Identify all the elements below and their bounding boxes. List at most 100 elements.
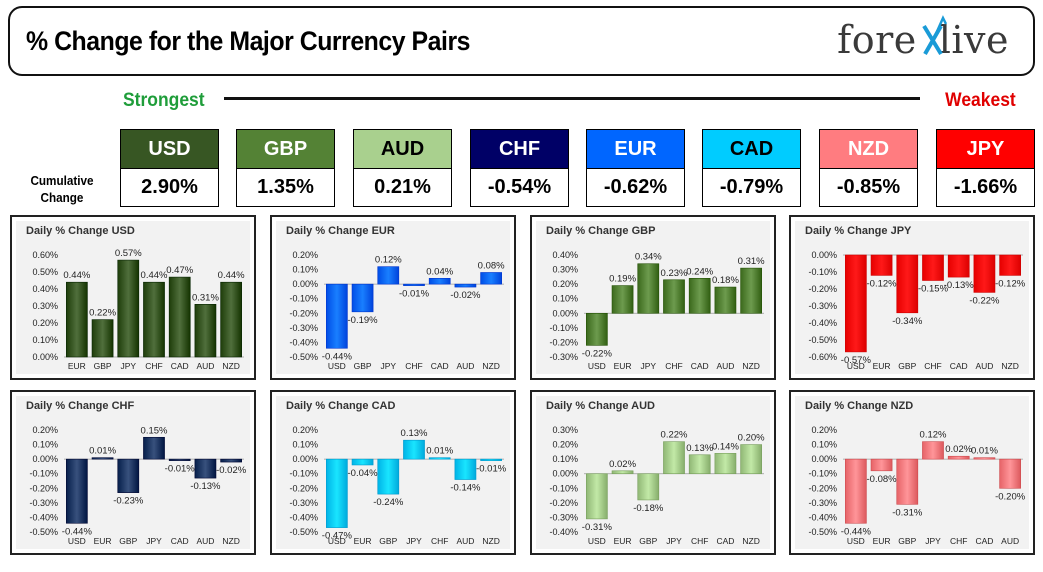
data-label: -0.23% bbox=[113, 496, 144, 507]
strongest-label: Strongest bbox=[123, 90, 205, 111]
bar-aud bbox=[999, 458, 1021, 489]
data-label: 0.20% bbox=[738, 433, 765, 444]
chart-svg: -0.40%-0.30%-0.20%-0.10%0.00%0.10%0.20%0… bbox=[549, 425, 765, 546]
y-tick-label: -0.10% bbox=[289, 469, 318, 479]
chart-svg: -0.50% -0.40% -0.30% -0.20% -0.10% 0.00% 0.10%… bbox=[289, 425, 506, 546]
x-tick-label: JPY bbox=[380, 361, 396, 371]
chart-title: Daily % Change CAD bbox=[286, 400, 396, 412]
bar-nzd bbox=[220, 458, 242, 463]
data-label: 0.44% bbox=[141, 270, 168, 281]
chart-title: Daily % Change CHF bbox=[26, 400, 135, 412]
currency-code: AUD bbox=[354, 130, 451, 169]
currency-box-cad: CAD -0.79% bbox=[702, 129, 801, 207]
y-tick-label: -0.20% bbox=[549, 498, 578, 508]
y-tick-label: -0.20% bbox=[29, 483, 58, 493]
currency-code: GBP bbox=[237, 130, 334, 169]
bar-eur bbox=[66, 281, 88, 358]
x-tick-label: NZD bbox=[222, 361, 239, 371]
chart-title: Daily % Change JPY bbox=[805, 225, 912, 237]
y-tick-label: -0.40% bbox=[549, 527, 578, 537]
chart-title: Daily % Change USD bbox=[26, 225, 135, 237]
y-tick-label: 0.20% bbox=[552, 440, 578, 450]
x-tick-label: AUD bbox=[975, 361, 993, 371]
currency-code: NZD bbox=[820, 130, 917, 169]
data-label: -0.02% bbox=[450, 290, 481, 301]
data-label: 0.01% bbox=[971, 446, 998, 457]
x-tick-label: NZD bbox=[482, 361, 499, 371]
data-label: 0.22% bbox=[661, 430, 688, 441]
y-tick-label: -0.60% bbox=[808, 352, 837, 362]
data-label: 0.57% bbox=[115, 248, 142, 259]
y-tick-label: -0.40% bbox=[808, 318, 837, 328]
data-label: -0.18% bbox=[633, 503, 664, 514]
x-tick-label: AUD bbox=[196, 361, 214, 371]
chart-svg: 0.00% 0.10% 0.20% 0.30% 0.40% 0.50% 0.60% 0.44%… bbox=[32, 248, 245, 371]
data-label: -0.31% bbox=[892, 507, 923, 518]
x-tick-label: EUR bbox=[94, 536, 112, 546]
data-label: -0.04% bbox=[348, 468, 379, 479]
daily-change-chart-nzd: Daily % Change NZD -0.50% -0.40% -0.30% -0.2… bbox=[789, 390, 1035, 555]
bar-chf bbox=[922, 254, 944, 281]
bar-cad bbox=[428, 278, 451, 285]
logo-text-live: live bbox=[938, 18, 1009, 62]
x-tick-label: NZD bbox=[222, 536, 239, 546]
bar-nzd bbox=[740, 267, 762, 314]
currency-code: CAD bbox=[703, 130, 800, 169]
chart-svg: -0.50% -0.40% -0.30% -0.20% -0.10% 0.00% 0.10%… bbox=[808, 425, 1026, 546]
data-label: 0.01% bbox=[89, 446, 116, 457]
y-tick-label: -0.30% bbox=[289, 323, 318, 333]
y-tick-label: -0.50% bbox=[289, 527, 318, 537]
bar-usd bbox=[586, 473, 608, 520]
data-label: 0.23% bbox=[661, 268, 688, 279]
y-tick-label: -0.20% bbox=[808, 284, 837, 294]
currency-box-usd: USD 2.90% bbox=[120, 129, 219, 207]
data-label: 0.34% bbox=[635, 252, 662, 263]
daily-change-chart-chf: Daily % Change CHF -0.50% -0.40% -0.30% -0.2… bbox=[10, 390, 256, 555]
y-tick-label: -0.50% bbox=[29, 527, 58, 537]
bar-jpy bbox=[922, 441, 944, 460]
x-tick-label: AUD bbox=[1001, 536, 1019, 546]
bar-gbp bbox=[117, 458, 140, 493]
data-label: -0.12% bbox=[995, 278, 1026, 289]
daily-change-chart-cad: Daily % Change CAD -0.50% -0.40% -0.30% -0.2… bbox=[270, 390, 516, 555]
y-tick-label: -0.10% bbox=[808, 267, 837, 277]
y-tick-label: 0.60% bbox=[32, 250, 58, 260]
data-label: 0.08% bbox=[478, 260, 505, 271]
bar-jpy bbox=[403, 439, 425, 460]
bar-nzd bbox=[999, 254, 1021, 276]
bar-jpy bbox=[117, 259, 140, 358]
chart-title: Daily % Change NZD bbox=[805, 400, 914, 412]
x-tick-label: CHF bbox=[405, 361, 422, 371]
bar-eur bbox=[91, 457, 114, 460]
bar-aud bbox=[454, 283, 477, 288]
y-tick-label: 0.10% bbox=[32, 335, 58, 345]
y-tick-label: 0.40% bbox=[32, 284, 58, 294]
bar-gbp bbox=[377, 458, 400, 495]
data-label: -0.34% bbox=[892, 316, 923, 327]
data-label: 0.13% bbox=[686, 443, 713, 454]
data-label: -0.19% bbox=[348, 315, 379, 326]
data-label: 0.44% bbox=[63, 270, 90, 281]
currency-cumulative-value: -0.54% bbox=[471, 169, 568, 206]
y-tick-label: -0.10% bbox=[549, 483, 578, 493]
bar-gbp bbox=[91, 319, 114, 358]
x-tick-label: CHF bbox=[950, 536, 967, 546]
data-label: -0.20% bbox=[995, 491, 1026, 502]
data-label: -0.14% bbox=[450, 483, 481, 494]
bar-gbp bbox=[896, 458, 919, 505]
x-tick-label: CAD bbox=[716, 536, 734, 546]
x-tick-label: AUD bbox=[716, 361, 734, 371]
x-tick-label: CAD bbox=[975, 536, 993, 546]
x-tick-label: CHF bbox=[924, 361, 941, 371]
bar-gbp bbox=[637, 473, 660, 501]
currency-cumulative-value: 1.35% bbox=[237, 169, 334, 206]
currency-cumulative-value: -0.85% bbox=[820, 169, 917, 206]
x-tick-label: GBP bbox=[898, 536, 916, 546]
x-tick-label: USD bbox=[328, 536, 346, 546]
bar-chf bbox=[403, 283, 425, 286]
x-tick-label: CHF bbox=[691, 536, 708, 546]
currency-cumulative-value: -0.79% bbox=[703, 169, 800, 206]
cumulative-label-line2: Change bbox=[40, 190, 84, 205]
data-label: 0.02% bbox=[945, 444, 972, 455]
y-tick-label: -0.40% bbox=[29, 512, 58, 522]
